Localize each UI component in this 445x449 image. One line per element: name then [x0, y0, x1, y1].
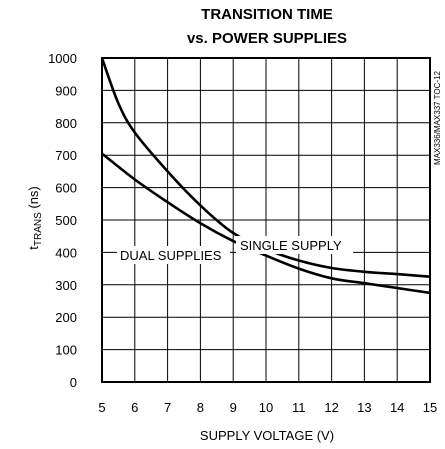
- x-tick-label: 14: [390, 400, 404, 415]
- x-tick-label: 6: [131, 400, 138, 415]
- y-tick-label: 900: [55, 83, 77, 98]
- y-tick-label: 400: [55, 245, 77, 260]
- x-tick-label: 11: [292, 400, 306, 415]
- x-tick-label: 5: [98, 400, 105, 415]
- y-tick-label: 100: [55, 343, 77, 358]
- grid: [101, 57, 431, 383]
- series-label-single-supply: SINGLE SUPPLY: [240, 238, 342, 253]
- side-code: MAX336/MAX337 TOC-12: [433, 70, 442, 165]
- y-tick-label: 200: [55, 310, 77, 325]
- plot-frame: [101, 57, 431, 383]
- y-tick-label: 600: [55, 181, 77, 196]
- x-tick-label: 9: [230, 400, 237, 415]
- y-axis-label-unit: (ns): [26, 186, 41, 212]
- y-tick-label: 500: [55, 213, 77, 228]
- y-tick-label: 1000: [48, 51, 77, 66]
- y-axis-label-subscript: TRANS: [33, 212, 44, 246]
- y-tick-label: 800: [55, 116, 77, 131]
- chart-title-line2: vs. POWER SUPPLIES: [187, 30, 347, 47]
- x-tick-labels: 5 6 7 8 9 10 11 12 13 14 15: [98, 400, 437, 415]
- x-axis-label: SUPPLY VOLTAGE (V): [200, 428, 334, 443]
- dual-supplies-label-bg: [117, 246, 230, 264]
- chart-title-line1: TRANSITION TIME: [201, 6, 333, 23]
- y-tick-label: 300: [55, 278, 77, 293]
- y-tick-labels: 0 100 200 300 400 500 600 700 800 900 1000: [48, 51, 77, 390]
- series-line-dual-supplies: [101, 152, 431, 295]
- y-axis-label: tTRANS (ns): [26, 186, 44, 250]
- x-tick-label: 8: [197, 400, 204, 415]
- y-tick-label: 700: [55, 148, 77, 163]
- x-tick-label: 7: [164, 400, 171, 415]
- x-tick-label: 10: [259, 400, 273, 415]
- x-tick-label: 13: [357, 400, 371, 415]
- series-label-dual-supplies: DUAL SUPPLIES: [120, 248, 222, 263]
- y-tick-label: 0: [70, 375, 77, 390]
- single-supply-label-bg: [236, 236, 353, 254]
- x-tick-label: 15: [423, 400, 437, 415]
- x-tick-label: 12: [324, 400, 338, 415]
